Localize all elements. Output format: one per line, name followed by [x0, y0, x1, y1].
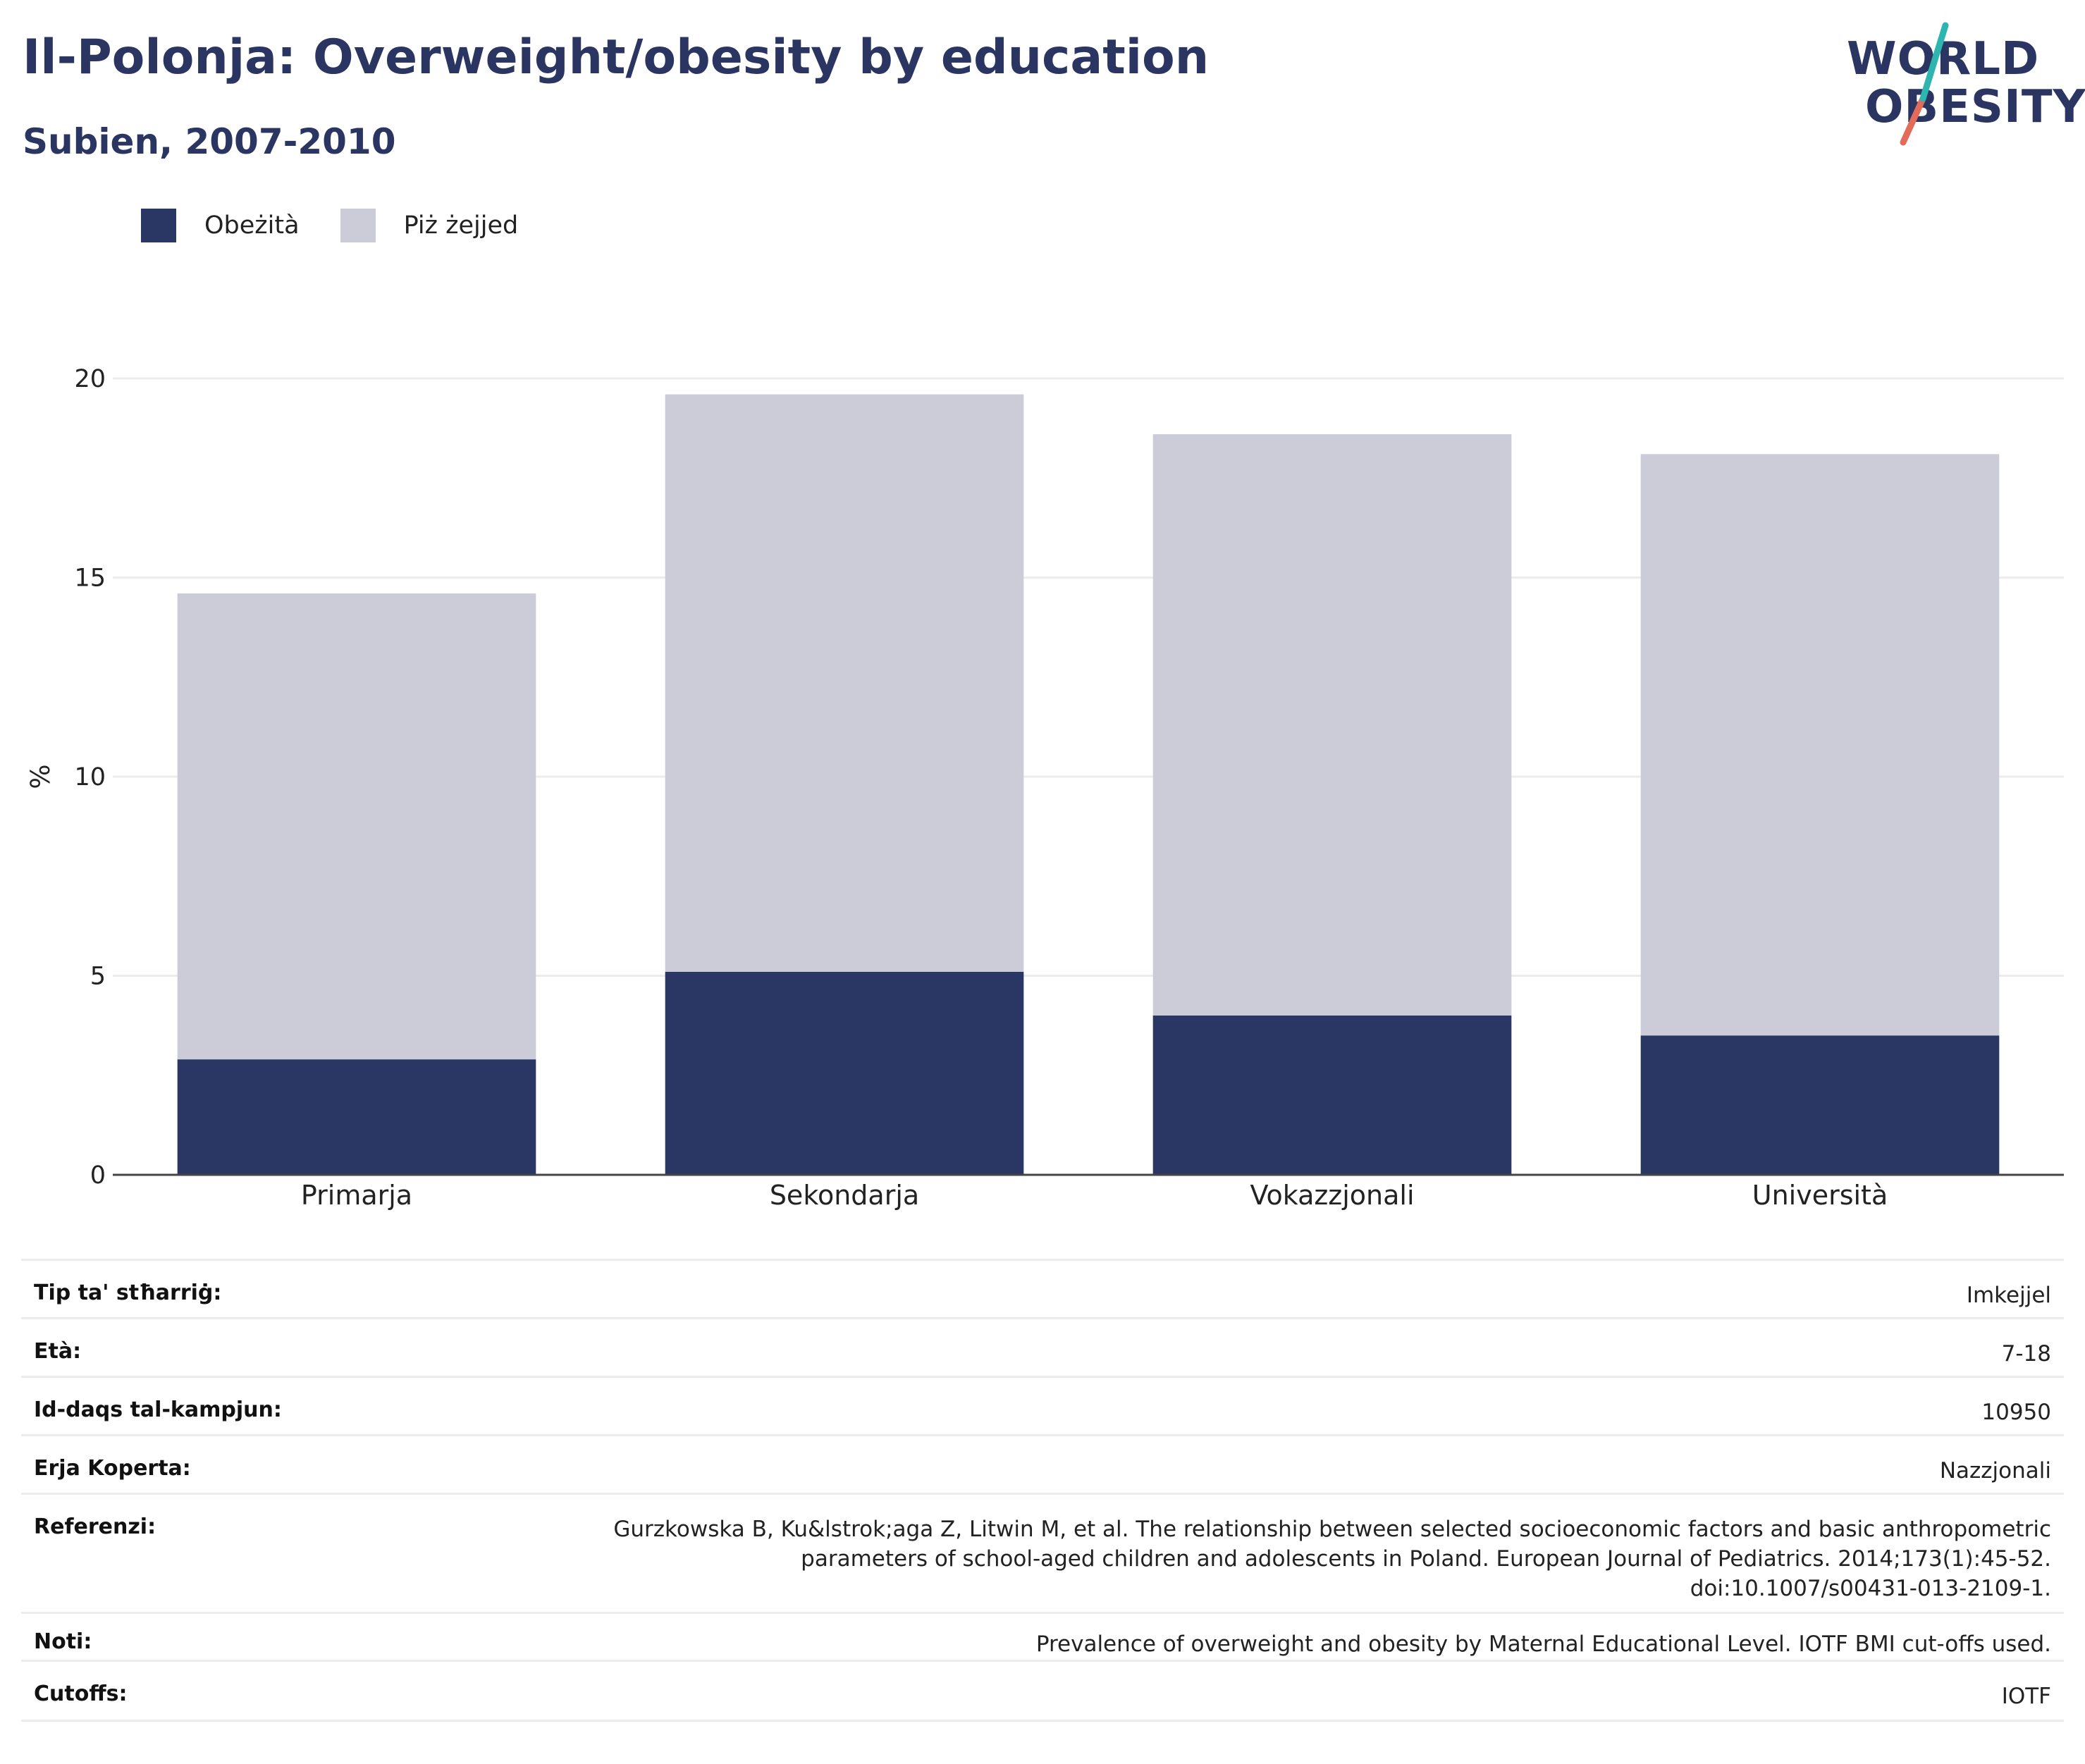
info-key: Id-daqs tal-kampjun: — [34, 1398, 282, 1422]
bar-overweight — [177, 593, 536, 1060]
info-row: Erja Koperta: Nazzjonali — [21, 1436, 2064, 1495]
info-value: Gurzkowska B, Ku&lstrok;aga Z, Litwin M,… — [613, 1515, 2051, 1603]
info-value: IOTF — [2001, 1684, 2051, 1709]
info-value: 7-18 — [2001, 1341, 2051, 1367]
stacked-bar-chart: 0 5 10 15 20% Primarja Sekondarja Vokazzjonali U… — [25, 365, 2064, 1211]
legend-label-obesity: Obeżità — [204, 211, 300, 240]
info-key: Tip ta' stħarriġ: — [34, 1281, 222, 1305]
bar-obesity — [665, 971, 1024, 1175]
info-value-line: parameters of school-aged children and a… — [801, 1546, 2051, 1572]
bar-overweight — [665, 394, 1024, 972]
legend-swatch-obesity — [141, 209, 176, 242]
info-row: Id-daqs tal-kampjun: 10950 — [21, 1378, 2064, 1436]
y-tick-label: 15 — [74, 565, 106, 593]
y-axis-label: % — [25, 764, 56, 789]
page-subtitle: Subien, 2007-2010 — [23, 121, 396, 162]
info-key: Noti: — [34, 1629, 92, 1654]
info-row: Referenzi: Gurzkowska B, Ku&lstrok;aga Z,… — [21, 1495, 2064, 1614]
logo-word-obesity: OBESITY — [1865, 81, 2085, 133]
legend-item-obesity[interactable]: Obeżità — [141, 209, 300, 242]
bar-overweight — [1152, 434, 1512, 1016]
x-tick-label: Vokazzjonali — [1250, 1180, 1414, 1211]
x-tick-label: Università — [1752, 1180, 1888, 1211]
info-value: Nazzjonali — [1939, 1458, 2051, 1484]
legend-label-overweight: Piż żejjed — [403, 211, 519, 240]
world-obesity-logo: WORLD OBESITY — [1840, 21, 2085, 148]
x-tick-label: Primarja — [301, 1180, 412, 1211]
info-key: Referenzi: — [34, 1515, 156, 1539]
y-tick-label: 20 — [74, 365, 106, 393]
page-title: Il-Polonja: Overweight/obesity by educat… — [23, 30, 1210, 85]
info-value: 10950 — [1981, 1400, 2051, 1425]
y-tick-label: 10 — [74, 763, 106, 791]
info-row: Noti: Prevalence of overweight and obesit… — [21, 1614, 2064, 1662]
y-tick-label: 5 — [90, 963, 106, 991]
info-key: Cutoffs: — [34, 1682, 128, 1706]
x-tick-label: Sekondarja — [770, 1180, 919, 1211]
info-value-line: doi:10.1007/s00431-013-2109-1. — [1690, 1576, 2051, 1601]
info-row: Tip ta' stħarriġ: Imkejjel — [21, 1261, 2064, 1319]
bar-obesity — [1152, 1016, 1512, 1175]
info-value: Imkejjel — [1966, 1283, 2051, 1308]
info-value: Prevalence of overweight and obesity by … — [1035, 1632, 2051, 1657]
bar-overweight — [1640, 454, 2000, 1036]
bar-obesity — [1640, 1035, 2000, 1175]
info-row: Età: 7-18 — [21, 1319, 2064, 1378]
survey-info-table: Tip ta' stħarriġ: Imkejjel Età: 7-18 Id-daqs… — [21, 1259, 2064, 1722]
info-key: Età: — [34, 1339, 82, 1364]
logo-slash-icon — [1900, 22, 1949, 146]
info-value-line: Gurzkowska B, Ku&lstrok;aga Z, Litwin M,… — [613, 1517, 2051, 1542]
info-row: Cutoffs: IOTF — [21, 1662, 2064, 1722]
legend-swatch-overweight — [340, 209, 376, 242]
chart-legend: Obeżità Piż żejjed — [141, 209, 559, 242]
info-key: Erja Koperta: — [34, 1456, 191, 1481]
y-tick-label: 0 — [90, 1161, 106, 1190]
bar-obesity — [177, 1059, 536, 1175]
legend-item-overweight[interactable]: Piż żejjed — [340, 209, 519, 242]
